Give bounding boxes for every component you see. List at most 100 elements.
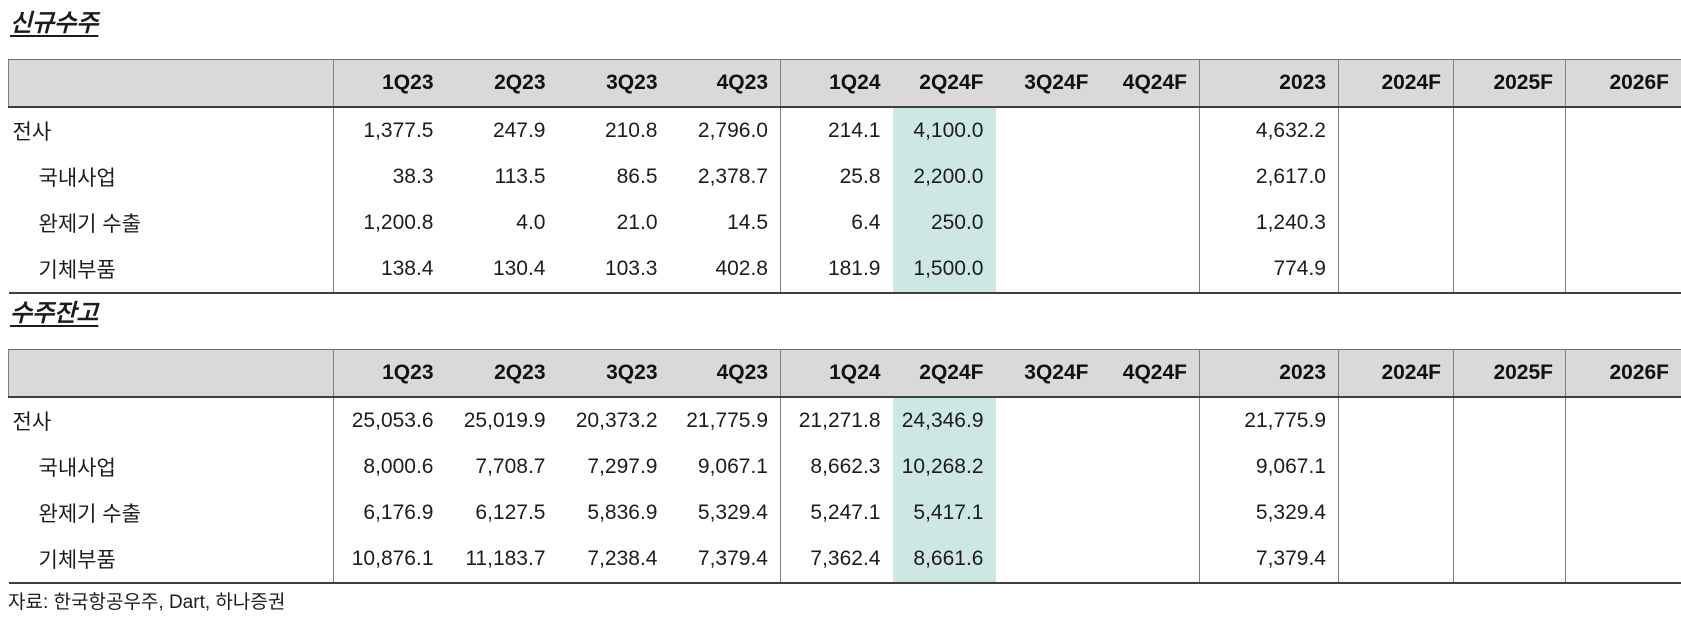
order-backlog-table: 1Q23 2Q23 3Q23 4Q23 1Q24 2Q24F 3Q24F 4Q24F 2023 2…: [8, 349, 1681, 584]
source-note: 자료: 한국항공우주, Dart, 하나증권: [8, 592, 286, 613]
value-cell: [1565, 536, 1681, 584]
value-cell: 8,661.6: [892, 536, 996, 584]
value-cell: 214.1: [827, 119, 881, 142]
value-cell: [1453, 397, 1566, 444]
value-cell: [1566, 444, 1681, 490]
column-header: 1Q24: [780, 59, 893, 108]
value-cell: [1565, 246, 1681, 294]
value-cell: [1453, 246, 1566, 294]
value-cell: 11,183.7: [445, 536, 558, 584]
value-cell: [996, 107, 1101, 154]
column-header: 4Q23: [669, 349, 781, 398]
value-cell: 21,271.8: [798, 409, 881, 432]
value-cell: 5,836.9: [587, 501, 658, 524]
value-cell: [1100, 397, 1200, 444]
value-cell: 8,000.6: [363, 455, 434, 478]
column-header: 3Q24F: [995, 349, 1101, 398]
row-label: 완제기 수출: [8, 200, 334, 246]
column-header: 2025F: [1453, 349, 1566, 398]
table-row: 기체부품 138.4 130.4 103.3 402.8 181.9 1,500.0 774.…: [8, 246, 1681, 294]
value-cell: 8,662.3: [810, 455, 881, 478]
column-header: 2026F: [1565, 349, 1681, 398]
value-cell: 250.0: [892, 200, 996, 246]
row-label: 전사: [8, 107, 334, 154]
value-cell: 5,247.1: [810, 501, 881, 524]
column-header: 3Q23: [557, 349, 670, 398]
value-cell: [1100, 200, 1200, 246]
value-cell: [1100, 536, 1200, 584]
value-cell: 5,329.4: [1199, 490, 1339, 536]
value-cell: 7,362.4: [780, 536, 893, 584]
value-cell: [996, 444, 1101, 490]
value-cell: [996, 154, 1101, 200]
value-cell: [1100, 154, 1200, 200]
table-body: 전사 25,053.6 25,019.9 20,373.2 21,775.9 21,271…: [8, 397, 1681, 584]
value-cell: 1,377.5: [363, 119, 434, 142]
new-orders-title: 신규수주: [10, 10, 99, 37]
row-label-header: [8, 349, 334, 398]
column-header: 2023: [1199, 59, 1339, 108]
row-label: 기체부품: [8, 536, 334, 584]
row-label-header: [8, 59, 334, 108]
value-cell: 7,379.4: [1199, 536, 1339, 584]
column-header: 1Q24: [780, 349, 893, 398]
new-orders-table: 1Q23 2Q23 3Q23 4Q23 1Q24 2Q24F 3Q24F 4Q24F 2023 2…: [8, 59, 1681, 294]
value-cell: 25,019.9: [463, 409, 546, 432]
value-cell: [995, 536, 1101, 584]
value-cell: 210.8: [604, 119, 658, 142]
value-cell: 402.8: [669, 246, 781, 294]
value-cell: 21,775.9: [669, 397, 781, 444]
value-cell: 86.5: [616, 165, 658, 188]
value-cell: 4,100.0: [892, 107, 996, 154]
value-cell: [1338, 200, 1454, 246]
row-label: 국내사업: [8, 154, 334, 200]
value-cell: 2,617.0: [1199, 154, 1339, 200]
value-cell: 21.0: [616, 211, 658, 234]
value-cell: 6,176.9: [363, 501, 434, 524]
value-cell: [1566, 397, 1681, 444]
table-row: 전사 25,053.6 25,019.9 20,373.2 21,775.9 21,271…: [8, 397, 1681, 444]
value-cell: 9,067.1: [1199, 444, 1339, 490]
value-cell: 21,775.9: [1199, 397, 1339, 444]
order-backlog-title: 수주잔고: [10, 300, 99, 327]
value-cell: 14.5: [669, 200, 781, 246]
value-cell: 247.9: [492, 119, 546, 142]
value-cell: [1338, 154, 1454, 200]
value-cell: [1100, 246, 1200, 294]
column-header: 4Q23: [669, 59, 781, 108]
value-cell: 7,238.4: [557, 536, 670, 584]
header-row: 1Q23 2Q23 3Q23 4Q23 1Q24 2Q24F 3Q24F 4Q24F 2023 2…: [8, 349, 1681, 398]
value-cell: 138.4: [333, 246, 446, 294]
value-cell: [1338, 246, 1454, 294]
column-header: 2Q23: [445, 349, 558, 398]
table-row: 기체부품 10,876.1 11,183.7 7,238.4 7,379.4 7,362.…: [8, 536, 1681, 584]
table-header: 1Q23 2Q23 3Q23 4Q23 1Q24 2Q24F 3Q24F 4Q24F 2023 2…: [8, 349, 1681, 398]
value-cell: [1338, 536, 1454, 584]
value-cell: 4,632.2: [1199, 107, 1339, 154]
table-row: 완제기 수출 1,200.8 4.0 21.0 14.5 6.4 250.0 1,240.3: [8, 200, 1681, 246]
value-cell: 774.9: [1199, 246, 1339, 294]
value-cell: 7,297.9: [587, 455, 658, 478]
column-header: 2Q23: [445, 59, 558, 108]
value-cell: [1566, 154, 1681, 200]
value-cell: 113.5: [494, 165, 546, 188]
value-cell: 5,329.4: [669, 490, 781, 536]
value-cell: 1,200.8: [363, 211, 434, 234]
column-header: 4Q24F: [1100, 59, 1200, 108]
value-cell: 2,378.7: [669, 154, 781, 200]
row-label: 기체부품: [8, 246, 334, 294]
table-row: 국내사업 8,000.6 7,708.7 7,297.9 9,067.1 8,662.3 1…: [8, 444, 1681, 490]
row-label: 완제기 수출: [8, 490, 334, 536]
value-cell: [1338, 107, 1454, 154]
value-cell: 7,708.7: [475, 455, 546, 478]
value-cell: 4.0: [516, 211, 546, 234]
value-cell: 25.8: [839, 165, 881, 188]
value-cell: [996, 200, 1101, 246]
value-cell: 2,796.0: [669, 107, 781, 154]
column-header: 3Q24F: [995, 59, 1101, 108]
table-row: 전사 1,377.5 247.9 210.8 2,796.0 214.1 4,100.0 4,…: [8, 107, 1681, 154]
table-body: 전사 1,377.5 247.9 210.8 2,796.0 214.1 4,100.0 4,…: [8, 107, 1681, 294]
value-cell: [1453, 444, 1566, 490]
value-cell: 2,200.0: [892, 154, 996, 200]
